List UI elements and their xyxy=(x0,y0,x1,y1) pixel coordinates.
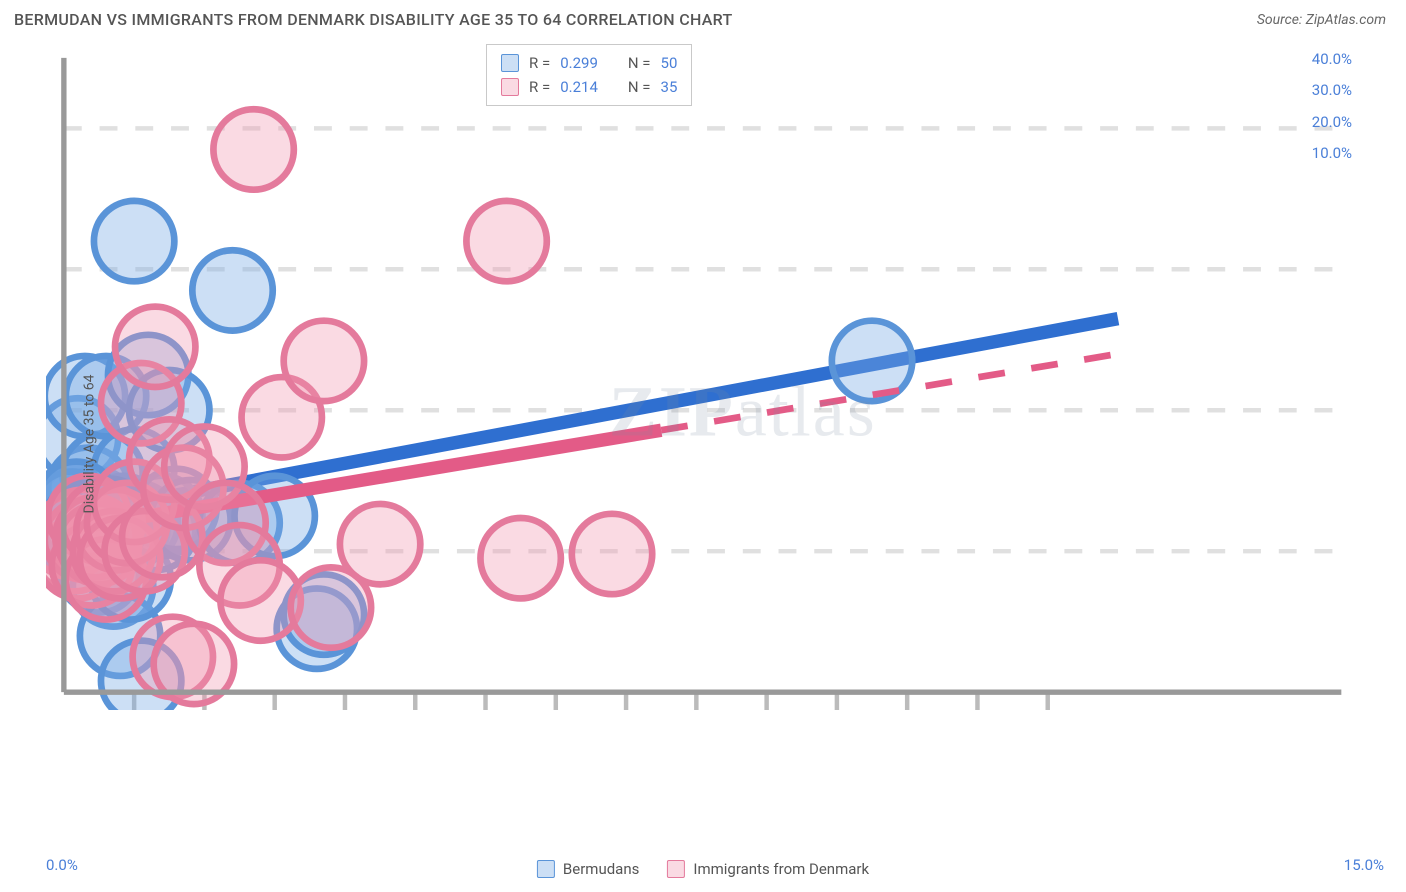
n-label: N = xyxy=(628,75,651,99)
legend-label: Immigrants from Denmark xyxy=(693,860,869,878)
data-point xyxy=(213,109,293,189)
n-value: 35 xyxy=(661,75,678,99)
data-point xyxy=(284,321,364,401)
scatter-plot xyxy=(46,40,1386,710)
x-tick-max: 15.0% xyxy=(1344,856,1384,874)
legend-label: Bermudans xyxy=(563,860,639,878)
x-tick-min: 0.0% xyxy=(46,856,78,874)
data-point xyxy=(466,201,546,281)
legend-swatch xyxy=(501,54,519,72)
y-tick-label: 20.0% xyxy=(1312,113,1352,131)
data-point xyxy=(340,504,420,584)
series-legend: Bermudans Immigrants from Denmark xyxy=(537,860,869,878)
y-tick-label: 30.0% xyxy=(1312,81,1352,99)
legend-swatch xyxy=(537,860,555,878)
correlation-legend: R = 0.299 N = 50 R = 0.214 N = 35 xyxy=(486,44,692,106)
data-point xyxy=(572,514,652,594)
correlation-legend-row: R = 0.214 N = 35 xyxy=(501,75,677,99)
r-value: 0.299 xyxy=(560,51,598,75)
chart-title: BERMUDAN VS IMMIGRANTS FROM DENMARK DISA… xyxy=(14,10,733,29)
source-attribution: Source: ZipAtlas.com xyxy=(1257,12,1386,28)
data-point xyxy=(94,201,174,281)
legend-item: Immigrants from Denmark xyxy=(667,860,869,878)
y-axis-label: Disability Age 35 to 64 xyxy=(81,375,97,514)
r-label: R = xyxy=(529,75,550,99)
data-point xyxy=(832,321,912,401)
y-tick-label: 40.0% xyxy=(1312,50,1352,68)
n-value: 50 xyxy=(661,51,678,75)
legend-swatch xyxy=(501,78,519,96)
y-tick-label: 10.0% xyxy=(1312,144,1352,162)
n-label: N = xyxy=(628,51,651,75)
data-point xyxy=(115,307,195,387)
legend-swatch xyxy=(667,860,685,878)
r-value: 0.214 xyxy=(560,75,598,99)
legend-item: Bermudans xyxy=(537,860,639,878)
chart-area: Disability Age 35 to 64 ZIPatlas R =0.29… xyxy=(46,40,1386,848)
data-point xyxy=(192,250,272,330)
data-point xyxy=(480,518,560,598)
correlation-legend-row: R = 0.299 N = 50 xyxy=(501,51,677,75)
r-label: R = xyxy=(529,51,550,75)
